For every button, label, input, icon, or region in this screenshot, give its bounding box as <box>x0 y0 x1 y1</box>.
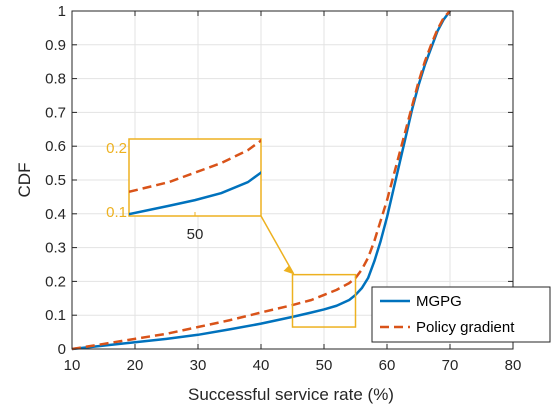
x-tick-label: 20 <box>127 357 144 374</box>
series-lines <box>71 10 452 351</box>
zoom-arrow-line <box>260 215 295 275</box>
y-tick-label: 0.4 <box>45 206 66 223</box>
y-tick-label: 0.1 <box>45 307 66 324</box>
legend-label-0: MGPG <box>416 293 462 310</box>
y-tick-label: 0.7 <box>45 104 66 121</box>
x-tick-label: 40 <box>253 357 270 374</box>
series-line-1 <box>71 10 451 351</box>
legend-box <box>371 286 551 343</box>
legend-label-1: Policy gradient <box>416 319 515 336</box>
y-tick-label: 0 <box>58 341 66 358</box>
inset-series <box>129 139 261 216</box>
zoom-region-box <box>260 215 357 328</box>
x-tick-label: 60 <box>379 357 396 374</box>
inset-x-tick-label: 50 <box>187 226 204 243</box>
y-tick-label: 0.8 <box>45 71 66 88</box>
x-tick-labels: 10 20 30 40 50 60 70 80 <box>64 357 522 374</box>
inset-frame <box>128 138 262 217</box>
x-tick-label: 70 <box>442 357 459 374</box>
inset-y-tick-label: 0.1 <box>106 204 127 221</box>
x-tick-label: 10 <box>64 357 81 374</box>
y-tick-label: 0.2 <box>45 273 66 290</box>
x-tick-label: 50 <box>316 357 333 374</box>
inset-axes: 0.2 0.1 50 <box>106 138 262 243</box>
zoom-region-rect <box>291 273 357 328</box>
inset-y-tick-label: 0.2 <box>106 140 127 157</box>
y-axis-label: CDF <box>15 163 34 198</box>
zoom-arrowhead <box>283 265 295 275</box>
inset-series-line-0 <box>129 170 261 216</box>
y-tick-label: 1 <box>58 3 66 20</box>
y-tick-label: 0.9 <box>45 37 66 54</box>
legend: MGPG Policy gradient <box>371 286 551 343</box>
y-tick-label: 0.3 <box>45 240 66 257</box>
y-tick-labels: 0 0.1 0.2 0.3 0.4 0.5 0.6 0.7 0.8 0.9 1 <box>45 3 66 358</box>
x-axis-label: Successful service rate (%) <box>188 385 394 404</box>
y-tick-label: 0.5 <box>45 172 66 189</box>
x-tick-label: 80 <box>505 357 522 374</box>
y-tick-label: 0.6 <box>45 138 66 155</box>
x-tick-label: 30 <box>190 357 207 374</box>
